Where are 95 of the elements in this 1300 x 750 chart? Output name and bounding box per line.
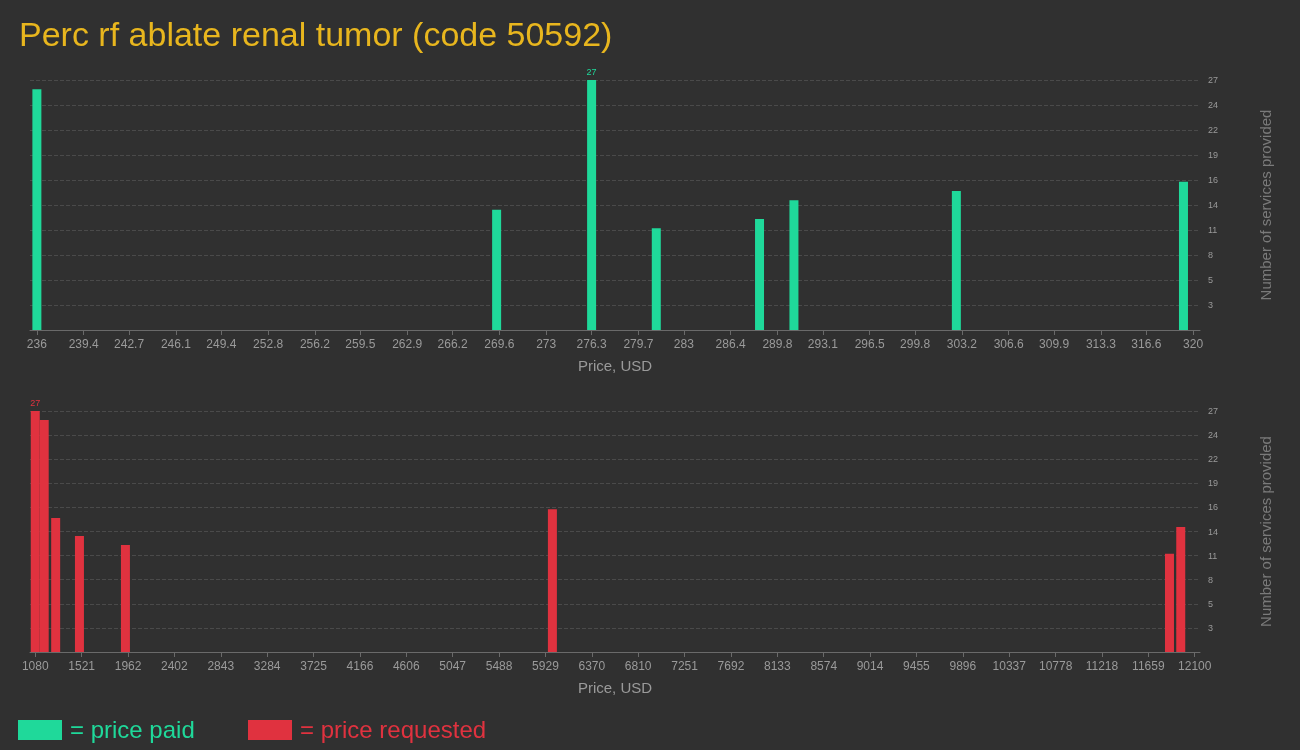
- y-tick-label: 16: [1208, 175, 1219, 185]
- y-tick-label: 3: [1208, 300, 1214, 310]
- x-tick-label: 3284: [253, 659, 281, 673]
- x-tick-label: 289.8: [762, 337, 793, 351]
- x-tick-label: 242.7: [114, 337, 145, 351]
- data-label: 27: [586, 66, 597, 77]
- y-tick-label: 5: [1208, 598, 1214, 609]
- x-tick-label: 316.6: [1131, 337, 1162, 351]
- bar: [492, 209, 502, 330]
- x-tick-label: 262.9: [392, 337, 423, 351]
- y-tick-label: 11: [1208, 225, 1218, 235]
- x-tick-label: 9896: [949, 659, 977, 673]
- y-tick-label: 27: [1208, 406, 1219, 416]
- x-tick-label: 3725: [300, 659, 328, 673]
- x-tick-label: 283: [673, 337, 695, 351]
- x-tick-label: 2402: [161, 659, 189, 673]
- bar: [1178, 181, 1188, 330]
- y-tick-label: 19: [1208, 478, 1219, 489]
- x-tick-label: 249.4: [206, 337, 237, 351]
- x-tick-label: 273: [536, 337, 557, 351]
- y-tick-label: 14: [1208, 200, 1219, 210]
- y-tick-label: 3: [1208, 622, 1214, 633]
- x-tick-label: 279.7: [623, 337, 654, 351]
- x-tick-label: 9455: [903, 659, 931, 673]
- x-tick-label: 5047: [439, 659, 467, 673]
- x-tick-label: 12100: [1178, 659, 1212, 673]
- y-axis-title: Number of services provided: [1257, 109, 1274, 301]
- x-tick-label: 2843: [207, 659, 235, 673]
- x-tick-label: 259.5: [345, 337, 376, 351]
- x-tick-label: 306.6: [993, 337, 1025, 351]
- chart-title: Perc rf ablate renal tumor (code 50592): [19, 15, 613, 53]
- bar: [951, 191, 961, 330]
- x-tick-label: 5929: [532, 659, 560, 673]
- y-tick-label: 16: [1208, 502, 1219, 513]
- x-tick-label: 303.2: [946, 337, 978, 351]
- x-axis-title: Price, USD: [577, 357, 653, 374]
- y-tick-label: 19: [1208, 150, 1219, 160]
- x-tick-label: 313.3: [1085, 337, 1117, 351]
- bar: [1176, 527, 1186, 652]
- x-tick-label: 10778: [1038, 659, 1073, 673]
- y-tick-label: 8: [1208, 250, 1214, 260]
- x-tick-label: 1080: [21, 659, 49, 673]
- x-axis-title: Price, USD: [577, 679, 653, 696]
- x-tick-label: 309.9: [1039, 337, 1070, 351]
- x-tick-label: 252.8: [253, 337, 284, 351]
- bar: [120, 544, 130, 652]
- x-tick-label: 296.5: [854, 337, 885, 351]
- x-tick-label: 6810: [624, 659, 652, 673]
- y-tick-label: 5: [1208, 275, 1214, 285]
- bar: [51, 518, 61, 652]
- x-tick-label: 239.4: [68, 337, 100, 351]
- y-tick-label: 27: [1208, 75, 1219, 85]
- x-tick-label: 8574: [810, 659, 838, 673]
- data-label: 27: [30, 397, 41, 408]
- x-tick-label: 10337: [992, 659, 1027, 673]
- x-tick-label: 7692: [717, 659, 745, 673]
- legend-label: = price requested: [300, 716, 487, 744]
- y-tick-label: 22: [1208, 454, 1219, 465]
- bar: [651, 228, 661, 330]
- bar: [32, 89, 42, 330]
- x-tick-label: 293.1: [807, 337, 839, 351]
- y-tick-label: 14: [1208, 526, 1219, 537]
- x-tick-label: 269.6: [484, 337, 515, 351]
- bar: [74, 535, 84, 652]
- x-tick-label: 256.2: [299, 337, 331, 351]
- y-tick-label: 8: [1208, 574, 1214, 585]
- x-tick-label: 286.4: [715, 337, 746, 351]
- bar: [755, 218, 765, 330]
- x-tick-label: 236: [26, 337, 48, 351]
- x-tick-label: 246.1: [160, 337, 192, 351]
- bar: [547, 509, 557, 652]
- x-tick-label: 8133: [764, 659, 792, 673]
- x-tick-label: 11218: [1085, 659, 1119, 673]
- x-tick-label: 5488: [485, 659, 513, 673]
- bar: [789, 200, 799, 330]
- x-tick-label: 320: [1183, 337, 1204, 351]
- x-tick-label: 11659: [1132, 659, 1165, 673]
- x-tick-label: 266.2: [437, 337, 468, 351]
- bar: [587, 80, 597, 330]
- y-tick-label: 22: [1208, 125, 1219, 135]
- x-tick-label: 7251: [671, 659, 699, 673]
- x-tick-label: 6370: [578, 659, 606, 673]
- x-tick-label: 299.8: [900, 337, 931, 351]
- x-tick-label: 9014: [856, 659, 884, 673]
- x-tick-label: 4166: [346, 659, 374, 673]
- x-tick-label: 4606: [392, 659, 420, 673]
- bar: [1164, 553, 1174, 652]
- y-tick-label: 24: [1208, 430, 1219, 441]
- x-tick-label: 1962: [114, 659, 142, 673]
- x-tick-label: 1521: [68, 659, 96, 673]
- y-axis-title: Number of services provided: [1257, 436, 1274, 627]
- x-tick-label: 276.3: [576, 337, 607, 351]
- y-tick-label: 11: [1208, 550, 1218, 561]
- legend-label: = price paid: [70, 716, 195, 744]
- y-tick-label: 24: [1208, 100, 1219, 110]
